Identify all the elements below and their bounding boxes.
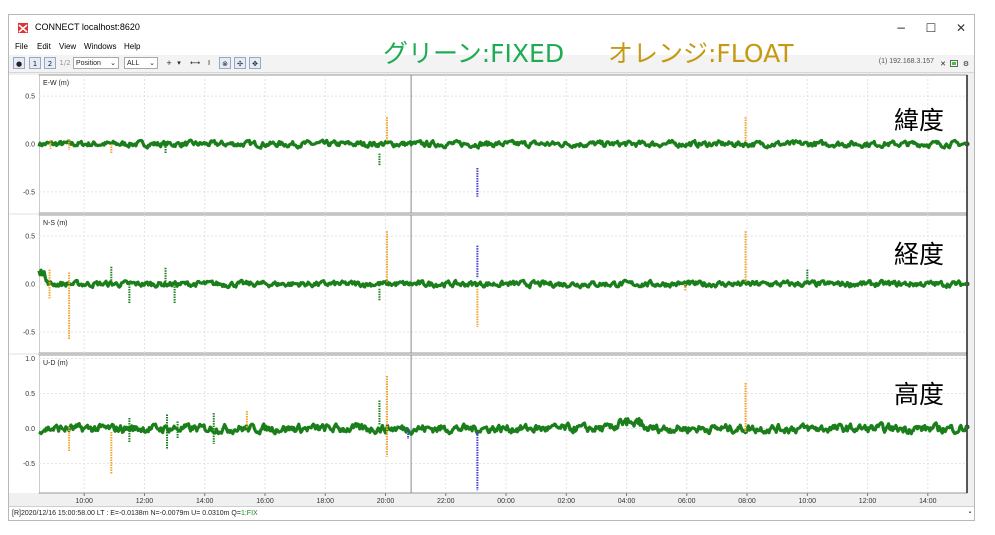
fix-trace	[37, 138, 968, 150]
menu-bar: File Edit View Windows Help	[9, 41, 974, 55]
minimize-button[interactable]: −	[895, 21, 907, 35]
close-icon[interactable]: ✕	[940, 60, 946, 68]
plot-axis-gutter	[9, 75, 39, 213]
x-tick-label: 10:00	[799, 498, 817, 505]
maximize-button[interactable]: ☐	[925, 21, 937, 35]
plot-2-button[interactable]: 2	[44, 57, 56, 69]
window-title: CONNECT localhost:8620	[35, 22, 140, 32]
legend-fixed: グリーン:FIXED	[383, 39, 565, 68]
gear-icon[interactable]: ⚙	[962, 60, 970, 68]
x-tick-label: 20:00	[377, 498, 395, 505]
plot-label-height: 高度	[894, 380, 945, 409]
x-tick-label: 04:00	[618, 498, 636, 505]
x-tick-label: 08:00	[738, 498, 756, 505]
legend-float: オレンジ:FLOAT	[608, 39, 794, 68]
plot-panel	[38, 354, 968, 494]
pan-horizontal-icon[interactable]: ✣	[234, 57, 246, 69]
crosshair-icon[interactable]: +	[166, 59, 172, 67]
battery-icon	[950, 60, 958, 67]
fit-vertical-icon[interactable]: Ι	[207, 59, 211, 67]
plot-1-button[interactable]: 1	[29, 57, 41, 69]
y-tick-label: 0.0	[25, 426, 35, 433]
y-tick-label: -0.5	[23, 189, 35, 196]
x-tick-label: 12:00	[859, 498, 877, 505]
menu-help[interactable]: Help	[124, 42, 141, 51]
connection-ip: (1) 192.168.3.157	[878, 58, 934, 65]
x-tick-label: 02:00	[558, 498, 576, 505]
y-tick-label: 0.0	[25, 142, 35, 149]
pan-vertical-icon[interactable]: ✥	[249, 57, 261, 69]
resize-grip-icon[interactable]: ▪	[968, 510, 971, 516]
plot-axis-gutter	[9, 215, 39, 353]
x-tick-label: 12:00	[136, 498, 154, 505]
source-select[interactable]: ALL ⌄	[124, 57, 158, 69]
x-tick-label: 18:00	[316, 498, 334, 505]
x-tick-label: 16:00	[256, 498, 274, 505]
close-button[interactable]: ✕	[955, 21, 967, 35]
fix-trace	[38, 417, 969, 436]
y-tick-label: 0.5	[25, 234, 35, 241]
x-tick-label: 14:00	[919, 498, 937, 505]
x-tick-label: 22:00	[437, 498, 455, 505]
app-window: CONNECT localhost:8620 − ☐ ✕ File Edit V…	[8, 14, 975, 521]
y-tick-label: -0.5	[23, 329, 35, 336]
record-button[interactable]: ●	[13, 57, 25, 69]
plot-label-latitude: 緯度	[894, 106, 945, 135]
x-tick-label: 10:00	[75, 498, 93, 505]
chevron-down-icon: ⌄	[110, 60, 116, 67]
menu-windows[interactable]: Windows	[84, 42, 117, 51]
plot-axis-label: N-S (m)	[43, 220, 68, 227]
plot-label-longitude: 経度	[894, 240, 945, 269]
y-tick-label: 0.5	[25, 94, 35, 101]
position-plot-area[interactable]: 0.5 0.0 -0.5 E-W (m) 0.5 0.0 -0.5 N-S (m) 1.0 0.5…	[9, 73, 974, 506]
toolbar: ● 1 2 1/2 Position ⌄ ALL ⌄ + ▾ ⟷ Ι ⊗ ✣ ✥…	[9, 55, 974, 73]
y-tick-label: 0.5	[25, 391, 35, 398]
plot-axis-label: E-W (m)	[43, 80, 69, 87]
chevron-down-icon: ⌄	[149, 60, 155, 67]
fix-trace	[37, 268, 969, 290]
x-tick-label: 14:00	[196, 498, 214, 505]
status-text: [R]2020/12/16 15:00:58.00 LT : E=-0.0138…	[12, 510, 241, 517]
title-bar[interactable]: CONNECT localhost:8620 − ☐ ✕	[9, 15, 974, 41]
plot-both-button[interactable]: 1/2	[59, 59, 71, 67]
chevron-down-icon[interactable]: ▾	[177, 59, 181, 67]
plot-axis-label: U-D (m)	[43, 360, 68, 367]
center-icon[interactable]: ⊗	[219, 57, 231, 69]
y-tick-label: 1.0	[25, 356, 35, 363]
y-tick-label: -0.5	[23, 461, 35, 468]
plot-type-select[interactable]: Position ⌄	[73, 57, 119, 69]
x-tick-label: 06:00	[678, 498, 696, 505]
menu-edit[interactable]: Edit	[37, 42, 51, 51]
app-icon	[18, 23, 28, 33]
source-value: ALL	[127, 60, 140, 67]
menu-view[interactable]: View	[59, 42, 77, 51]
menu-file[interactable]: File	[15, 42, 28, 51]
y-tick-label: 0.0	[25, 282, 35, 289]
x-tick-label: 00:00	[497, 498, 515, 505]
status-bar: [R]2020/12/16 15:00:58.00 LT : E=-0.0138…	[9, 506, 974, 520]
plot-type-value: Position	[76, 60, 101, 67]
quality-indicator: 1:FIX	[240, 510, 258, 517]
plot-axis-gutter	[9, 355, 39, 493]
fit-horizontal-icon[interactable]: ⟷	[189, 59, 201, 67]
